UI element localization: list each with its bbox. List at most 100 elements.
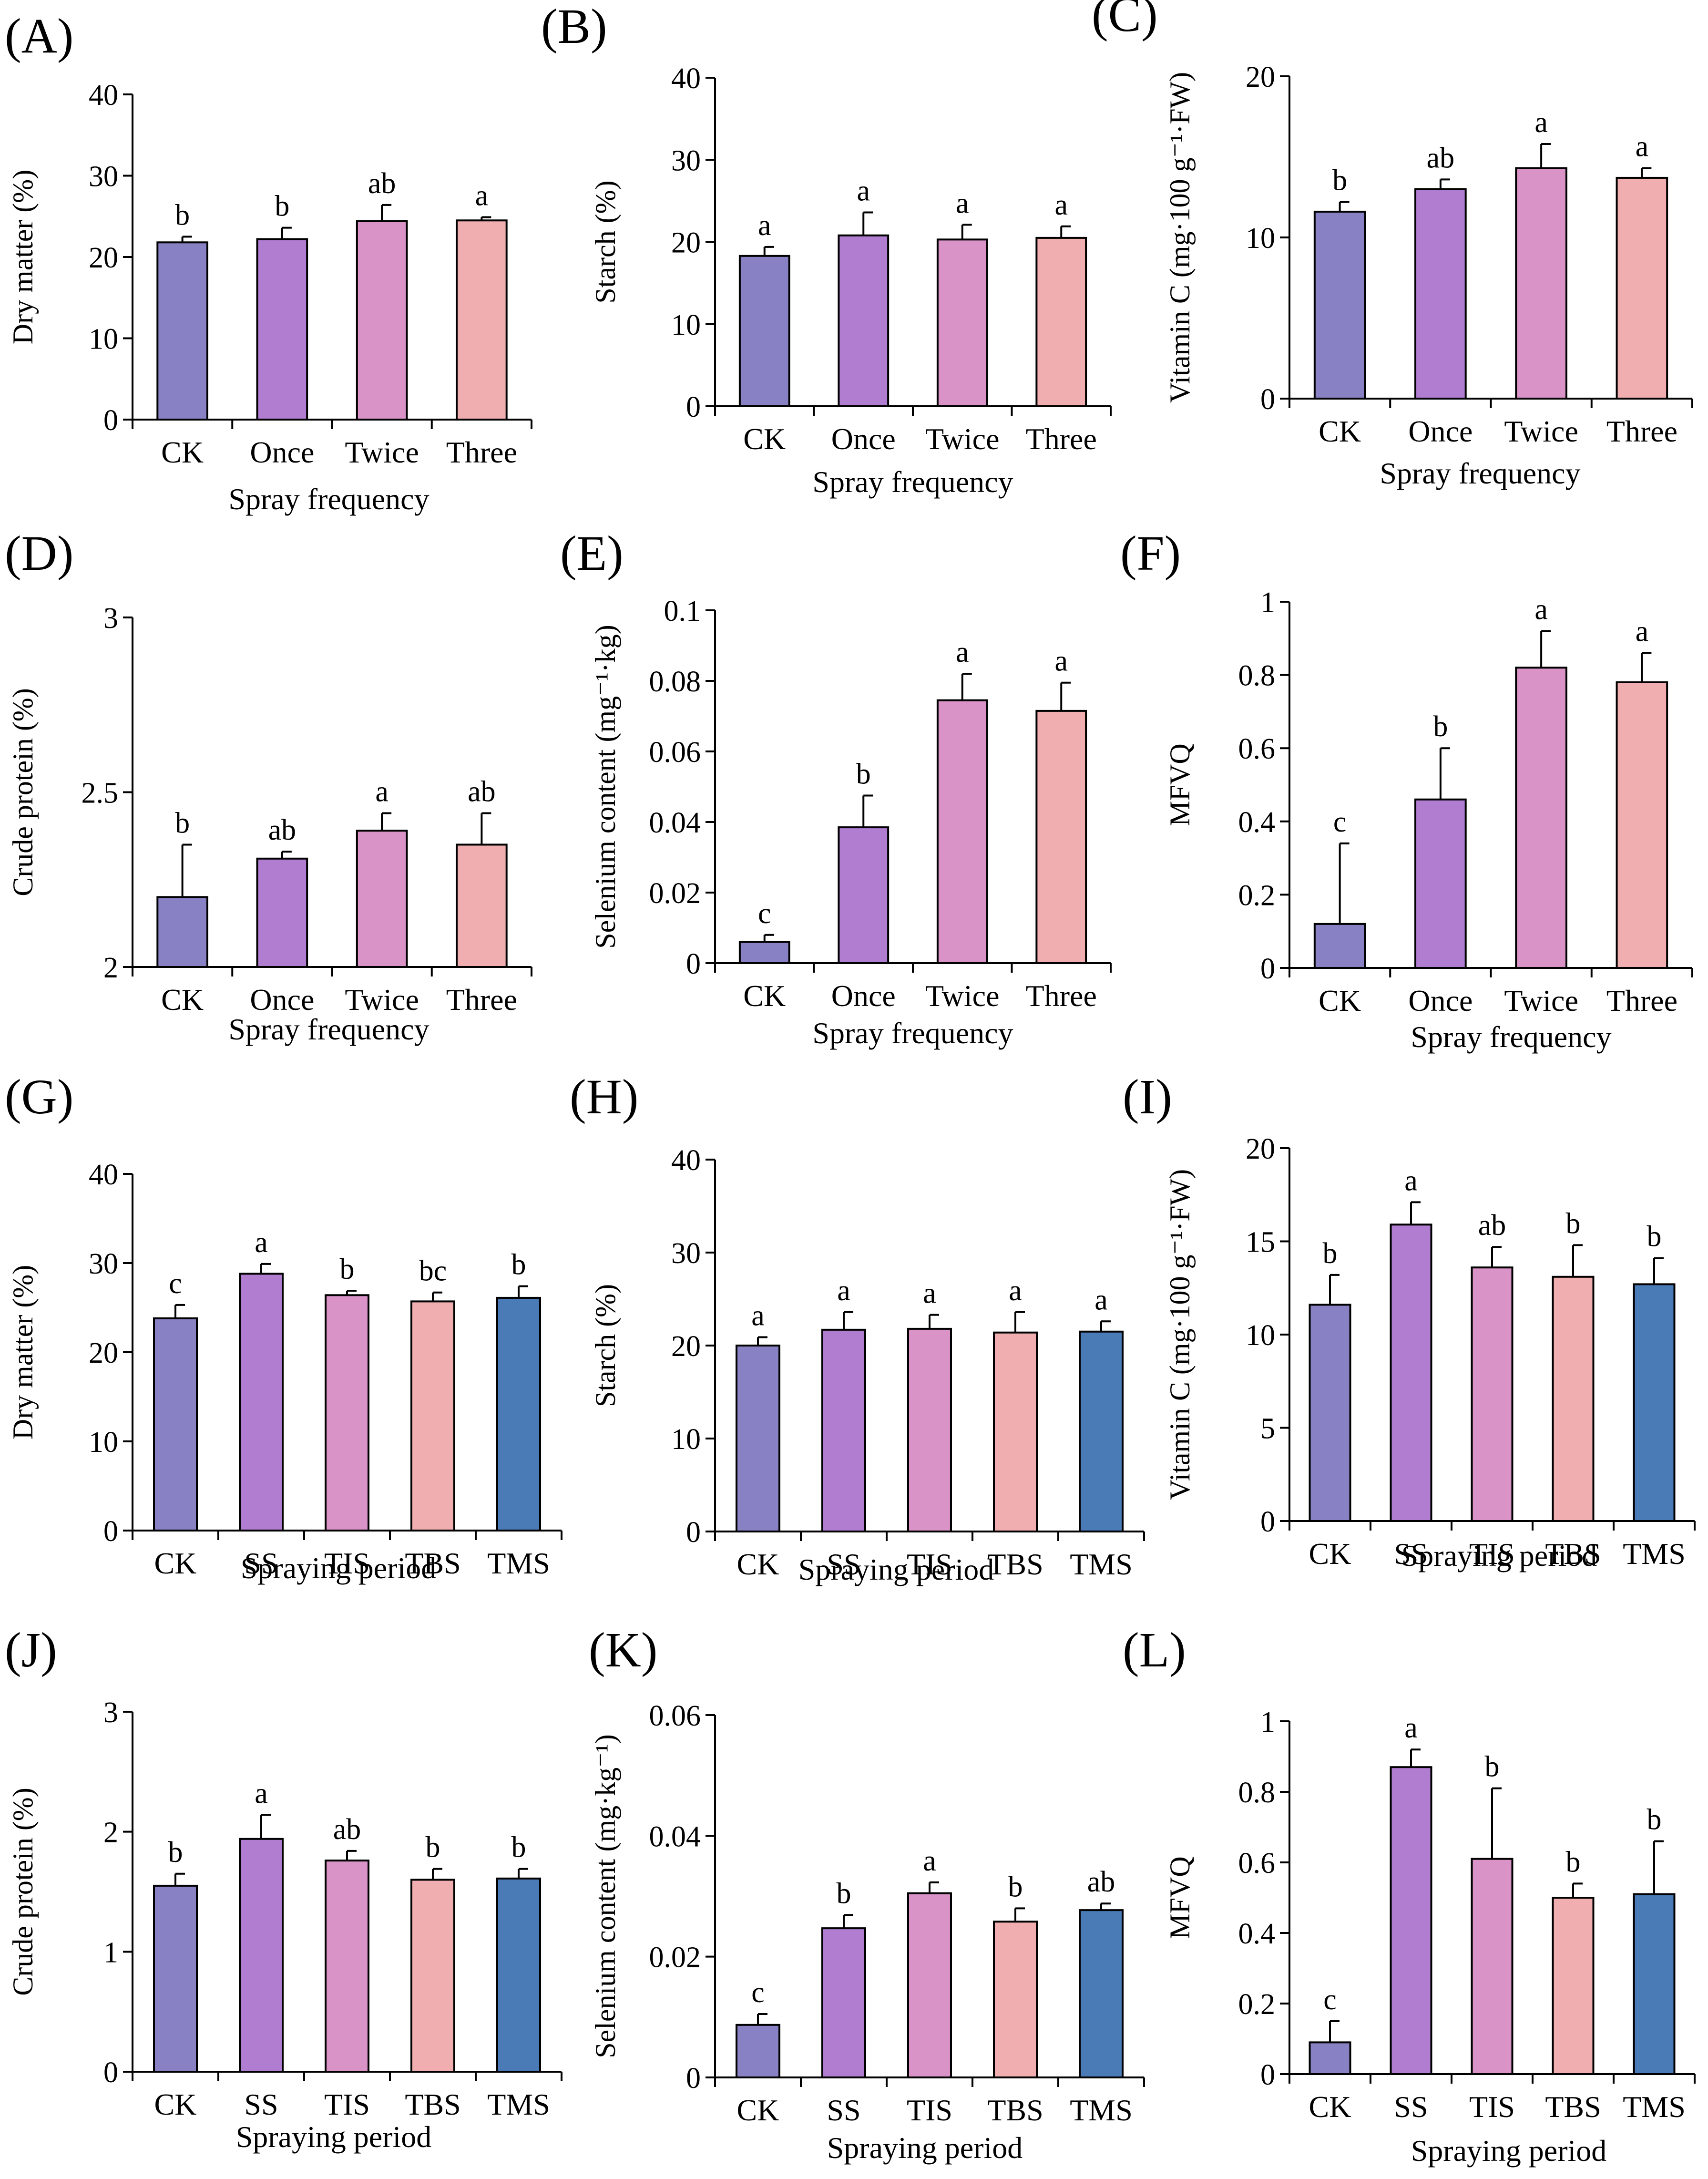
y-tick-label: 0.08 [649, 666, 701, 698]
significance-letter: b [340, 1253, 355, 1285]
y-tick-label: 20 [89, 242, 118, 274]
significance-letter: b [511, 1831, 526, 1864]
bar-ss [821, 1328, 866, 1533]
x-tick-label: Twice [1504, 984, 1578, 1018]
x-tick-label: Once [831, 422, 896, 456]
x-tick-label: TMS [487, 1546, 550, 1580]
bar-ck [736, 1345, 780, 1532]
x-axis-title: Spraying period [1411, 2134, 1607, 2168]
bar-once [256, 238, 308, 421]
x-axis-title: Spray frequency [1411, 1020, 1611, 1054]
significance-letter: a [1534, 593, 1548, 626]
panel-label: (G) [5, 1069, 73, 1124]
y-tick-label: 10 [89, 323, 118, 356]
x-tick-label: TMS [1623, 2090, 1686, 2124]
panel-label: (E) [560, 526, 624, 581]
y-tick-label: 0 [686, 391, 701, 423]
bar-ck [738, 255, 790, 407]
significance-letter: b [1433, 710, 1448, 743]
y-tick-label: 5 [1260, 1413, 1275, 1445]
significance-letter: a [1636, 616, 1649, 648]
x-tick-label: CK [1319, 984, 1361, 1018]
bar-tis [1471, 1858, 1514, 2076]
significance-letter: c [751, 1976, 765, 2009]
significance-letter: c [1323, 1984, 1337, 2016]
x-tick-label: SS [827, 2093, 860, 2127]
bar-three [1616, 681, 1668, 969]
panel-a: (A) 0 10 20 30 40 b CK b Once ab Twice a Three Spray f… [5, 9, 532, 516]
bar-tbs [410, 1879, 455, 2073]
significance-letter: ab [333, 1813, 361, 1846]
significance-letter: c [169, 1267, 182, 1300]
significance-letter: a [1009, 1275, 1022, 1307]
bar-tis [907, 1892, 952, 2079]
x-tick-label: TIS [907, 2093, 952, 2127]
y-tick-label: 2 [103, 952, 118, 984]
y-tick-label: 0.8 [1238, 1777, 1276, 1809]
y-tick-label: 2 [103, 1817, 118, 1849]
significance-letter: b [275, 190, 289, 223]
x-tick-label: CK [161, 983, 204, 1017]
bar-three [456, 219, 508, 421]
y-tick-label: 0.2 [1238, 1988, 1276, 2021]
significance-letter: a [375, 775, 389, 808]
x-tick-label: SS [827, 1547, 860, 1581]
x-tick-label: TIS [907, 1547, 952, 1581]
x-axis-title: Spraying period [798, 1552, 994, 1586]
significance-letter: b [1647, 1221, 1662, 1253]
significance-letter: a [837, 1275, 850, 1307]
bar-ck [1313, 210, 1366, 400]
x-tick-label: Twice [345, 435, 419, 469]
x-tick-label: TMS [1070, 2093, 1133, 2127]
panel-b: (B) 0 10 20 30 40 a CK a Once a Twice a Three Spray fr… [541, 0, 1112, 499]
y-axis-title: Dry matter (%) [7, 170, 39, 345]
y-tick-label: 10 [671, 1423, 701, 1456]
x-tick-label: TMS [1623, 1537, 1686, 1571]
bar-once [1414, 798, 1467, 969]
y-tick-label: 0.8 [1238, 660, 1276, 692]
y-axis-title: MFVQ [1164, 743, 1196, 826]
x-tick-label: SS [244, 1546, 278, 1580]
significance-letter: ab [1087, 1866, 1115, 1898]
bar-ck [1309, 2041, 1351, 2075]
x-tick-label: CK [737, 2093, 779, 2127]
y-tick-label: 0 [686, 1516, 701, 1549]
y-tick-label: 0.06 [649, 1700, 701, 1732]
bar-ck [1309, 1304, 1351, 1522]
x-axis-title: Spray frequency [228, 482, 429, 516]
x-tick-label: CK [154, 1546, 197, 1580]
y-tick-label: 30 [89, 161, 118, 193]
panel-label: (K) [589, 1623, 657, 1677]
bar-ck [156, 896, 208, 968]
y-tick-label: 0 [103, 1515, 118, 1548]
y-axis-title: Vitamin C (mg·100 g⁻¹·FW) [1164, 72, 1196, 403]
y-tick-label: 40 [671, 1144, 701, 1177]
bar-tbs [993, 1331, 1038, 1532]
x-tick-label: TMS [487, 2087, 550, 2121]
y-tick-label: 0 [686, 948, 701, 980]
y-tick-label: 0.4 [1238, 1918, 1276, 1950]
y-tick-label: 0.06 [649, 736, 701, 769]
panel-label: (A) [5, 9, 73, 63]
bar-ss [1390, 1223, 1432, 1522]
y-tick-label: 20 [89, 1337, 118, 1369]
x-tick-label: TBS [405, 1546, 460, 1580]
x-tick-label: Twice [1504, 414, 1578, 448]
panel-g: (G) 0 10 20 30 40 c CK a SS b TIS bc TBS b TMS Spraying … [5, 1069, 563, 1585]
bar-tms [1633, 1893, 1676, 2076]
y-tick-label: 0.1 [664, 595, 701, 627]
x-tick-label: Twice [345, 983, 419, 1017]
significance-letter: b [1008, 1871, 1023, 1903]
y-tick-label: 1 [1260, 586, 1275, 619]
significance-letter: a [1404, 1712, 1418, 1744]
x-tick-label: CK [737, 1547, 779, 1581]
significance-letter: a [255, 1777, 268, 1809]
bar-once [1414, 188, 1467, 400]
significance-letter: a [751, 1299, 765, 1332]
x-tick-label: Three [1026, 979, 1097, 1013]
significance-letter: b [511, 1249, 526, 1281]
y-tick-label: 0 [103, 2056, 118, 2089]
x-axis-title: Spraying period [241, 1551, 437, 1585]
bar-ck [736, 2024, 780, 2078]
panel-f: (F) 0 0.2 0.4 0.6 0.8 1 c CK b Once a Twice a ThreeSpr… [1120, 526, 1693, 1054]
